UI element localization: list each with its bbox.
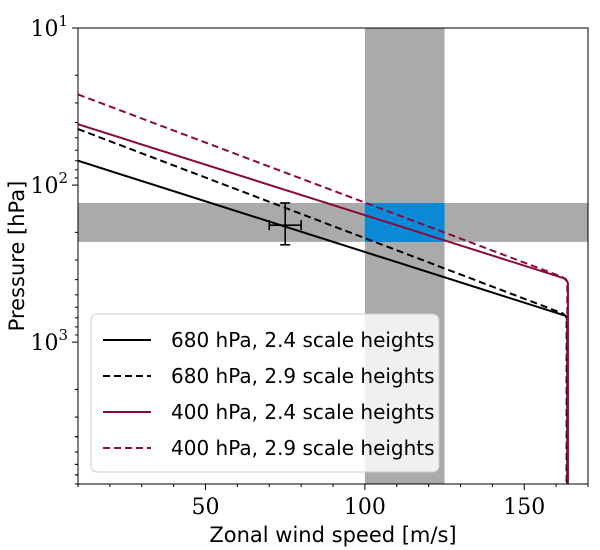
legend-entry-3: 400 hPa, 2.4 scale heights — [171, 400, 435, 424]
y-tick-label: 102 — [30, 169, 68, 199]
y-ticks — [72, 27, 78, 485]
legend-entry-4: 400 hPa, 2.9 scale heights — [171, 436, 435, 460]
error-bar-point — [268, 202, 302, 246]
x-tick-label: 100 — [344, 495, 386, 520]
series-line-4 — [78, 93, 569, 484]
y-tick-label: 103 — [30, 326, 68, 356]
y-tick-label: 101 — [30, 12, 68, 42]
x-tick-label: 50 — [192, 495, 220, 520]
legend-entry-1: 680 hPa, 2.4 scale heights — [171, 328, 435, 352]
x-ticks — [77, 484, 589, 490]
legend-entry-2: 680 hPa, 2.9 scale heights — [171, 364, 435, 388]
y-axis-label: Pressure [hPa] — [5, 181, 29, 332]
plot-area — [78, 28, 588, 484]
pressure-band — [78, 202, 588, 242]
x-tick-label: 150 — [503, 495, 545, 520]
x-axis-label: Zonal wind speed [m/s] — [209, 523, 456, 547]
legend-box — [90, 313, 440, 473]
